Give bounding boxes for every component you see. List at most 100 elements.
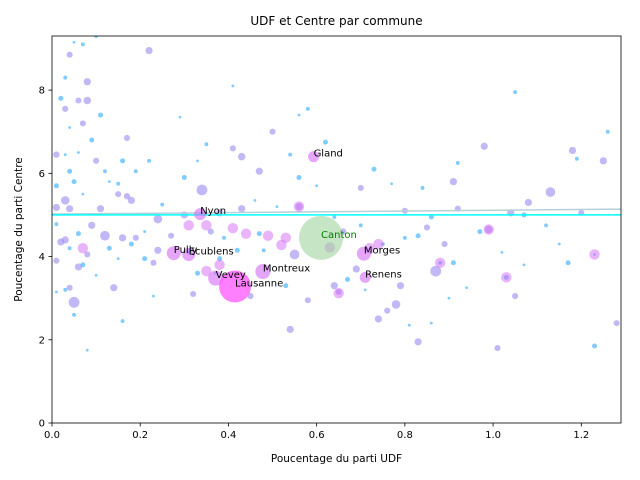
data-point <box>423 224 430 231</box>
labeled-point <box>182 247 196 261</box>
data-point <box>147 158 151 163</box>
data-point <box>106 245 112 251</box>
data-point <box>196 184 208 196</box>
data-point <box>207 228 214 235</box>
y-tick-label: 8 <box>39 86 45 97</box>
y-tick-label: 0 <box>39 419 45 430</box>
point-label: Renens <box>365 269 402 280</box>
data-point <box>315 184 319 188</box>
data-point <box>54 222 59 227</box>
data-point <box>428 214 434 220</box>
data-point <box>512 293 519 300</box>
data-point <box>68 296 80 308</box>
labeled-point-layer <box>77 151 600 303</box>
data-point <box>93 157 100 164</box>
x-tick-label: 0.6 <box>309 430 325 441</box>
data-point <box>107 180 111 184</box>
data-point <box>261 248 266 253</box>
data-point <box>63 75 68 80</box>
data-point <box>483 224 494 235</box>
data-point <box>480 142 488 150</box>
data-point <box>402 235 407 240</box>
x-tick-label: 1.0 <box>485 430 501 441</box>
data-point <box>85 348 89 352</box>
data-point <box>150 259 157 266</box>
data-point <box>384 307 391 314</box>
data-point <box>63 287 68 292</box>
data-point <box>120 158 126 164</box>
data-point <box>275 205 279 209</box>
data-point <box>613 320 620 327</box>
data-point <box>447 296 451 300</box>
data-point <box>574 156 579 161</box>
data-point <box>115 191 122 198</box>
point-label: Lausanne <box>235 279 283 290</box>
data-point <box>545 187 556 197</box>
point-label: Montreux <box>263 264 310 275</box>
data-point <box>247 293 254 300</box>
data-point <box>81 192 85 196</box>
data-point <box>116 257 120 261</box>
data-point <box>238 205 246 213</box>
data-point <box>501 272 512 283</box>
data-point <box>429 321 433 325</box>
data-point <box>94 273 98 277</box>
data-point <box>152 294 155 298</box>
data-point <box>195 270 201 276</box>
data-point <box>120 319 125 323</box>
data-point <box>74 263 83 271</box>
data-point <box>288 152 293 157</box>
data-point <box>280 232 291 244</box>
data-point <box>363 288 367 292</box>
data-point <box>500 250 504 254</box>
data-point <box>79 120 86 127</box>
data-point <box>455 160 460 165</box>
x-axis: 0.0 0.2 0.4 0.6 0.8 1.0 1.2 <box>44 423 589 441</box>
data-point <box>132 234 139 241</box>
data-point <box>62 105 69 112</box>
data-point <box>58 95 64 101</box>
data-point <box>83 78 91 86</box>
data-point <box>557 242 561 246</box>
x-tick-label: 1.2 <box>573 430 589 441</box>
data-point <box>55 290 58 294</box>
data-point <box>123 134 131 142</box>
data-point <box>83 96 92 105</box>
data-point <box>63 153 67 156</box>
data-point <box>231 84 235 88</box>
data-point <box>255 167 263 175</box>
data-point <box>53 257 60 264</box>
data-point <box>441 241 448 248</box>
data-point <box>72 40 76 44</box>
data-point <box>160 202 165 207</box>
data-point <box>102 169 107 174</box>
y-tick-label: 2 <box>39 335 45 346</box>
data-point <box>286 325 294 333</box>
data-point <box>345 276 351 282</box>
data-point <box>237 152 246 161</box>
data-point <box>60 196 70 205</box>
data-point <box>373 238 384 250</box>
point-label: Vevey <box>216 270 246 281</box>
data-point <box>357 184 364 191</box>
labeled-point <box>308 151 320 163</box>
data-point <box>204 142 209 147</box>
data-point <box>201 220 212 231</box>
data-point <box>67 246 72 251</box>
data-point <box>391 300 401 309</box>
data-point <box>296 174 302 180</box>
data-point <box>605 129 610 134</box>
data-point <box>190 290 197 298</box>
data-point <box>75 231 81 237</box>
data-point <box>544 223 548 228</box>
data-point <box>256 231 262 237</box>
data-point <box>262 230 274 241</box>
data-point <box>477 229 483 235</box>
data-point <box>143 230 147 233</box>
data-point <box>100 230 110 241</box>
data-point <box>420 185 425 190</box>
data-point <box>77 243 89 254</box>
data-point <box>415 233 421 239</box>
data-point <box>297 113 301 117</box>
